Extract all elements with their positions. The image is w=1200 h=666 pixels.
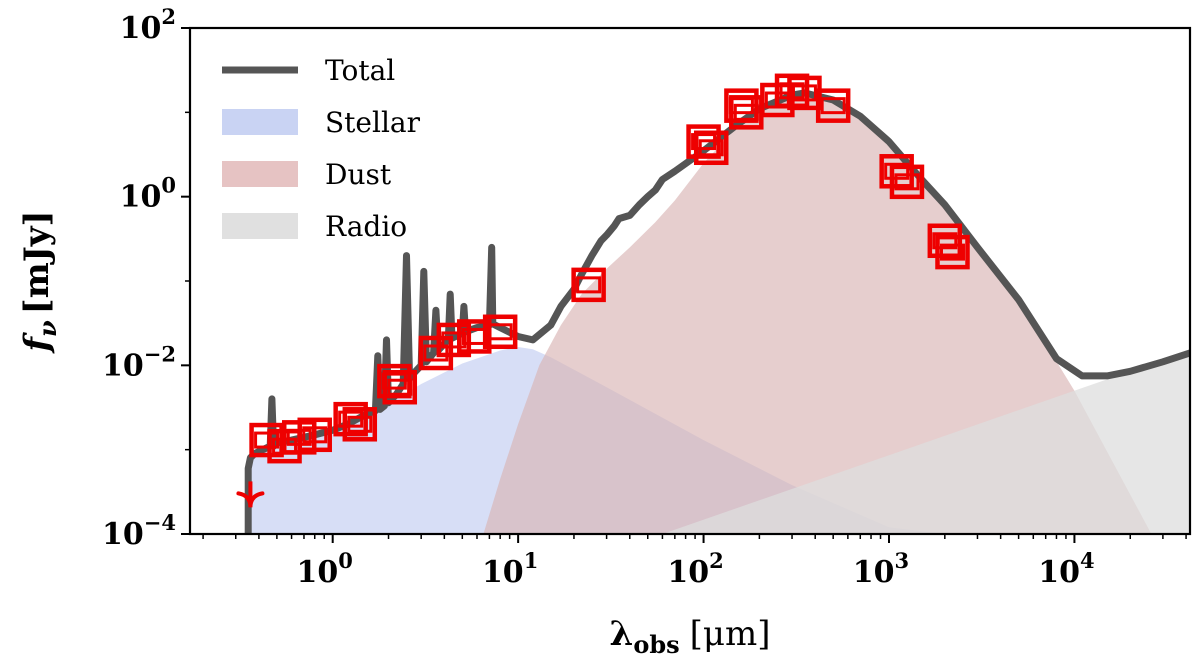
x-tick-label: 104 [1038,548,1094,590]
x-tick-exp: 0 [338,548,353,573]
upper-limit-marker [236,481,265,508]
legend-label-dust: Dust [325,158,392,191]
y-tick-exp: 0 [161,173,176,198]
photometry-point-error [733,103,759,121]
photometry-point [333,401,368,437]
x-axis-label: λobs [μm] [609,614,770,659]
y-tick-exp: −2 [144,341,176,366]
x-tick-base: 10 [1038,555,1080,590]
y-tick-base: 10 [120,180,162,215]
photometry-point [815,88,851,123]
y-axis-label-sub: ν [33,320,62,337]
x-tick-base: 10 [297,555,339,590]
x-tick-base: 10 [482,555,524,590]
photometry-points [249,73,970,464]
legend-swatch-stellar [222,109,298,135]
photometry-point-error [441,331,467,349]
y-tick-label: 10−2 [102,341,176,383]
photometry-point-error [791,84,817,102]
photometry-point-error [338,410,364,428]
photometry-point-error [698,139,724,157]
y-tick-base: 10 [102,348,144,383]
legend-label-radio: Radio [325,210,407,243]
x-tick-base: 10 [667,555,709,590]
y-tick-label: 100 [120,173,176,215]
x-tick-label: 102 [667,548,723,590]
x-tick-base: 10 [853,555,895,590]
x-tick-label: 100 [297,548,353,590]
y-axis-label-unit: [mJy] [17,210,57,314]
photometry-point-error [939,243,965,261]
y-tick-label: 10−4 [102,510,176,552]
upper-limit-markers [236,481,265,508]
photometry-point [436,322,472,358]
photometry-point-error [932,232,958,250]
x-axis-label-symbol: λ [609,614,633,654]
legend-label-stellar: Stellar [325,106,421,139]
photometry-point [889,164,925,200]
photometry-point-error [347,415,373,433]
legend-label-total: Total [325,54,395,87]
photometry-point [935,234,970,270]
photometry-point-error [576,276,602,294]
x-tick-label: 101 [482,548,538,590]
photometry-point-error [894,173,920,191]
photometry-point-error [302,426,328,444]
x-tick-label: 103 [853,548,909,590]
photometry-point-error [820,97,846,115]
photometry-point [927,223,963,259]
y-tick-exp: 2 [161,4,176,29]
photometry-point [382,369,418,405]
legend-swatch-dust [222,161,298,187]
x-axis: 100 101 102 103 104 [202,534,1187,590]
x-axis-label-unit: [μm] [690,614,771,654]
plot-area [236,73,1190,534]
photometry-point-error [487,323,513,341]
y-axis-label-symbol: f [17,332,57,354]
legend-swatch-radio [222,213,298,239]
x-tick-exp: 2 [709,548,724,573]
y-axis-label: fν [mJy] [17,210,62,353]
photometry-point [342,407,378,442]
photometry-point [297,417,332,453]
photometry-point [482,314,518,350]
x-tick-exp: 1 [524,548,539,573]
y-tick-exp: −4 [144,510,176,535]
y-tick-base: 10 [120,11,162,46]
photometry-point [693,130,729,166]
x-tick-exp: 4 [1080,548,1095,573]
legend: Total Stellar Dust Radio [222,54,421,243]
x-tick-exp: 3 [895,548,910,573]
radio-area [662,350,1190,534]
y-tick-base: 10 [102,517,144,552]
photometry-point-error [387,378,413,396]
photometry-point [571,267,606,303]
x-axis-label-sub: obs [633,630,679,659]
y-tick-label: 102 [120,4,176,46]
